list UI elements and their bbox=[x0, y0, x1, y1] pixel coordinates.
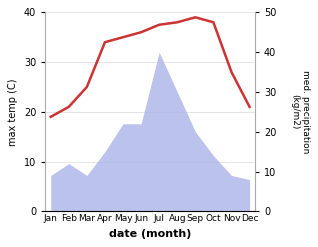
X-axis label: date (month): date (month) bbox=[109, 229, 191, 239]
Y-axis label: max temp (C): max temp (C) bbox=[8, 78, 18, 145]
Y-axis label: med. precipitation
(kg/m2): med. precipitation (kg/m2) bbox=[290, 70, 310, 154]
